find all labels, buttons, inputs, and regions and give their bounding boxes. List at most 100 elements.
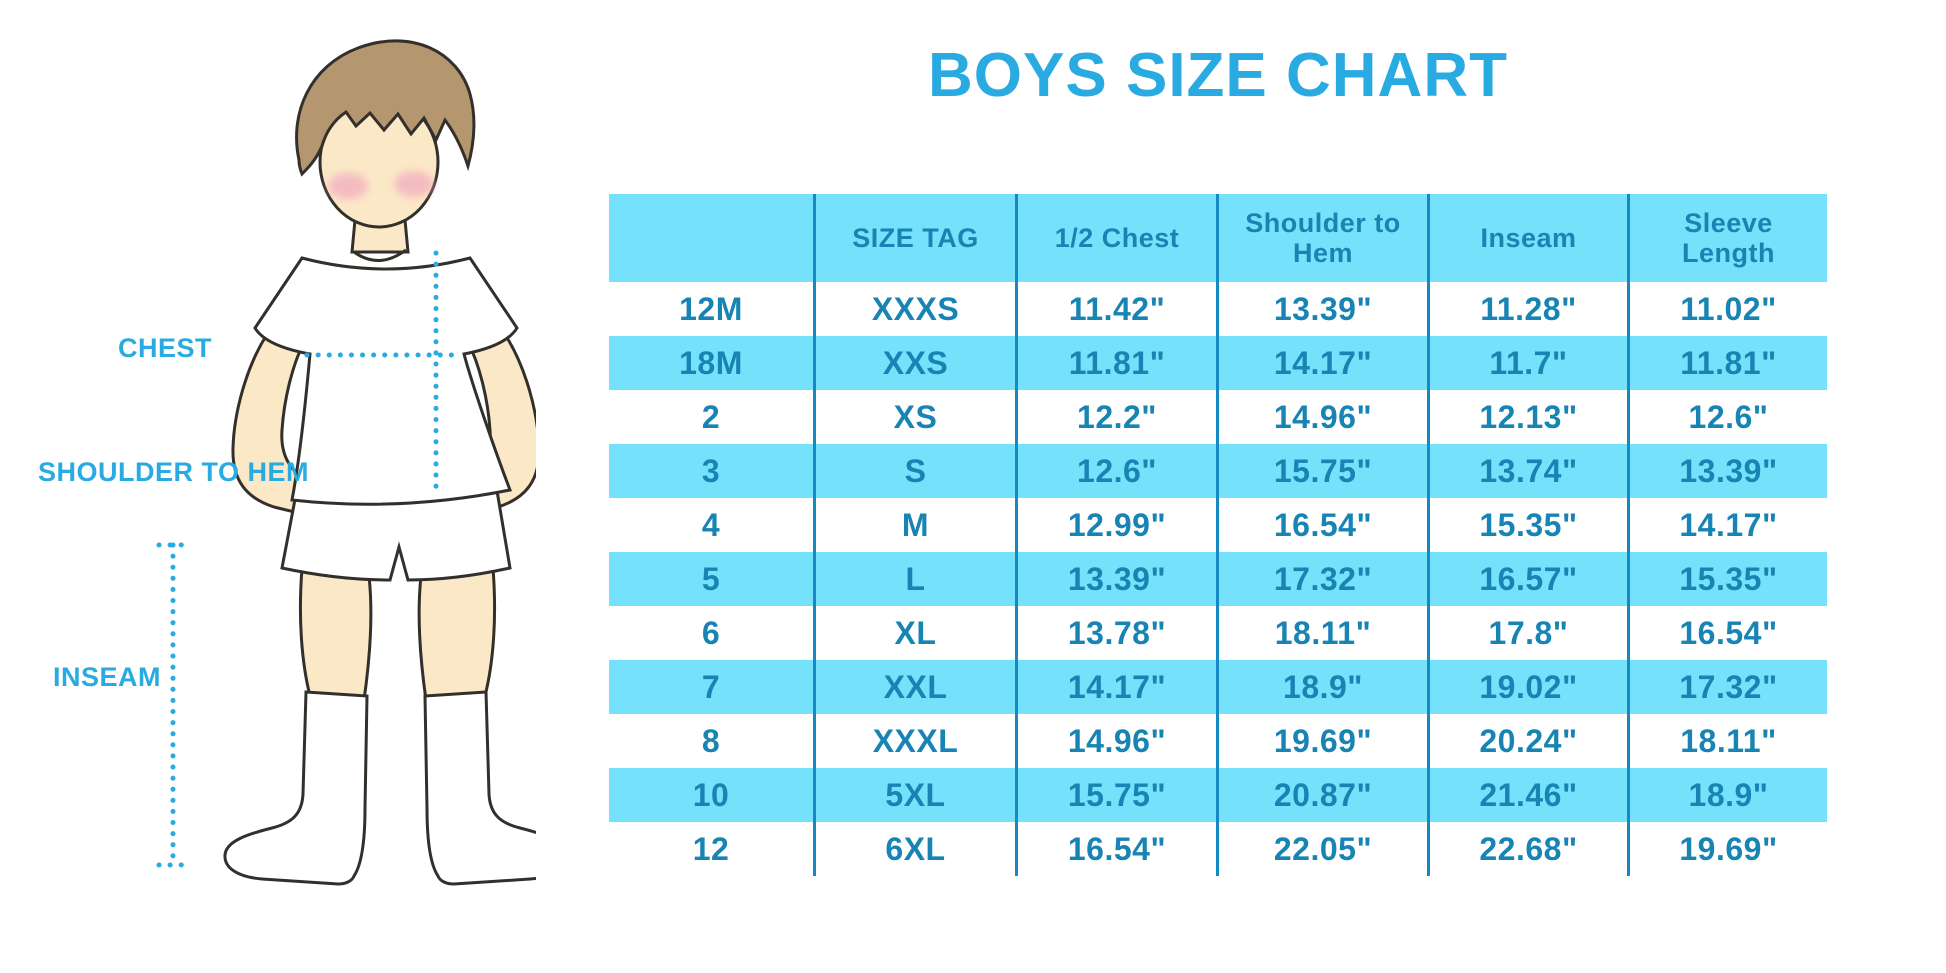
table-cell: 22.05": [1216, 822, 1427, 876]
boy-collar: [353, 248, 407, 262]
table-cell: 15.35": [1627, 552, 1827, 606]
table-cell: 19.69": [1216, 714, 1427, 768]
table-cell: 12.6": [1015, 444, 1216, 498]
table-cell: 14.17": [1015, 660, 1216, 714]
table-cell: 22.68": [1427, 822, 1627, 876]
table-cell: 20.87": [1216, 768, 1427, 822]
table-cell: 2: [701, 398, 721, 435]
chest-label: CHEST: [118, 333, 213, 363]
table-cell: 8: [701, 722, 721, 759]
table-cell: 6: [701, 614, 721, 651]
page-title: BOYS SIZE CHART: [928, 41, 1508, 110]
table-cell: 14.96": [1015, 714, 1216, 768]
table-cell: 17.32": [1627, 660, 1827, 714]
table-cell: 14.17": [1216, 336, 1427, 390]
table-cell: 12: [692, 830, 730, 867]
table-cell: L: [813, 552, 1015, 606]
inseam-label: INSEAM: [53, 662, 162, 692]
table-cell: 21.46": [1427, 768, 1627, 822]
table-row: 5 L 13.39" 17.32" 16.57" 15.35": [609, 552, 1827, 606]
table-cell: 18.11": [1216, 606, 1427, 660]
table-cell: 13.39": [1216, 282, 1427, 336]
table-header-cell: [609, 194, 813, 282]
table-cell: 11.28": [1427, 282, 1627, 336]
boy-left-leg: [298, 566, 373, 702]
table-cell: 16.54": [1627, 606, 1827, 660]
table-cell: 15.75": [1216, 444, 1427, 498]
table-header-row: SIZE TAG 1/2 Chest Shoulder to Hem Insea…: [609, 194, 1827, 282]
table-cell: 18.11": [1627, 714, 1827, 768]
table-cell: 20.24": [1427, 714, 1627, 768]
table-cell: 15.35": [1427, 498, 1627, 552]
table-row: 8 XXXL 14.96" 19.69" 20.24" 18.11": [609, 714, 1827, 768]
table-cell: 13.78": [1015, 606, 1216, 660]
table-cell: 18.9": [1216, 660, 1427, 714]
size-table: SIZE TAG 1/2 Chest Shoulder to Hem Insea…: [609, 194, 1827, 876]
table-row: 2 XS 12.2" 14.96" 12.13" 12.6": [609, 390, 1827, 444]
table-cell: 15.75": [1015, 768, 1216, 822]
table-row: 18M XXS 11.81" 14.17" 11.7" 11.81": [609, 336, 1827, 390]
table-cell: 18M: [679, 344, 743, 381]
table-cell: 16.54": [1015, 822, 1216, 876]
table-cell: XXXS: [813, 282, 1015, 336]
boy-left-sock: [223, 690, 369, 886]
table-header-cell: Shoulder to Hem: [1216, 194, 1427, 282]
table-cell: 13.74": [1427, 444, 1627, 498]
shoulder-to-hem-label: SHOULDER TO HEM: [38, 457, 310, 487]
table-cell: 17.32": [1216, 552, 1427, 606]
table-header-cell: SIZE TAG: [813, 194, 1015, 282]
table-row: 3 S 12.6" 15.75" 13.74" 13.39": [609, 444, 1827, 498]
table-cell: 13.39": [1627, 444, 1827, 498]
table-cell: 14.96": [1216, 390, 1427, 444]
table-cell: 6XL: [813, 822, 1015, 876]
table-row: 4 M 12.99" 16.54" 15.35" 14.17": [609, 498, 1827, 552]
boy-hair: [295, 39, 476, 177]
table-cell: 10: [692, 776, 730, 813]
table-cell: 12.2": [1015, 390, 1216, 444]
table-row: 10 5XL 15.75" 20.87" 21.46" 18.9": [609, 768, 1827, 822]
table-cell: 17.8": [1427, 606, 1627, 660]
table-header-cell: Sleeve Length: [1627, 194, 1827, 282]
table-row: 7 XXL 14.17" 18.9" 19.02" 17.32": [609, 660, 1827, 714]
boy-right-sock: [423, 690, 536, 886]
table-cell: 4: [701, 506, 721, 543]
table-cell: 18.9": [1627, 768, 1827, 822]
table-cell: 12.99": [1015, 498, 1216, 552]
table-cell: M: [813, 498, 1015, 552]
table-cell: 12.13": [1427, 390, 1627, 444]
boy-left-cheek: [328, 173, 368, 199]
table-cell: XL: [813, 606, 1015, 660]
table-cell: 16.57": [1427, 552, 1627, 606]
table-cell: XXL: [813, 660, 1015, 714]
boy-right-cheek: [394, 171, 434, 197]
table-header-cell: 1/2 Chest: [1015, 194, 1216, 282]
table-cell: 16.54": [1216, 498, 1427, 552]
table-body: 12M XXXS 11.42" 13.39" 11.28" 11.02" 18M XXS 11.…: [609, 282, 1827, 876]
boy-tshirt: [253, 256, 519, 506]
table-cell: 5XL: [813, 768, 1015, 822]
table-cell: 14.17": [1627, 498, 1827, 552]
table-header-cell: Inseam: [1427, 194, 1627, 282]
table-cell: XS: [813, 390, 1015, 444]
table-cell: 3: [701, 452, 721, 489]
table-cell: 11.42": [1015, 282, 1216, 336]
table-row: 12 6XL 16.54" 22.05" 22.68" 19.69": [609, 822, 1827, 876]
boy-right-leg: [417, 566, 497, 702]
table-row: 12M XXXS 11.42" 13.39" 11.28" 11.02": [609, 282, 1827, 336]
table-cell: 19.69": [1627, 822, 1827, 876]
table-cell: 12.6": [1627, 390, 1827, 444]
table-cell: 11.7": [1427, 336, 1627, 390]
table-cell: 11.81": [1015, 336, 1216, 390]
table-cell: XXXL: [813, 714, 1015, 768]
table-cell: 13.39": [1015, 552, 1216, 606]
table-cell: 19.02": [1427, 660, 1627, 714]
table-cell: S: [813, 444, 1015, 498]
table-cell: 7: [701, 668, 721, 705]
boy-figure-illustration: [156, 39, 536, 886]
table-row: 6 XL 13.78" 18.11" 17.8" 16.54": [609, 606, 1827, 660]
table-cell: 11.81": [1627, 336, 1827, 390]
table-cell: XXS: [813, 336, 1015, 390]
table-cell: 11.02": [1627, 282, 1827, 336]
table-cell: 12M: [679, 290, 743, 327]
